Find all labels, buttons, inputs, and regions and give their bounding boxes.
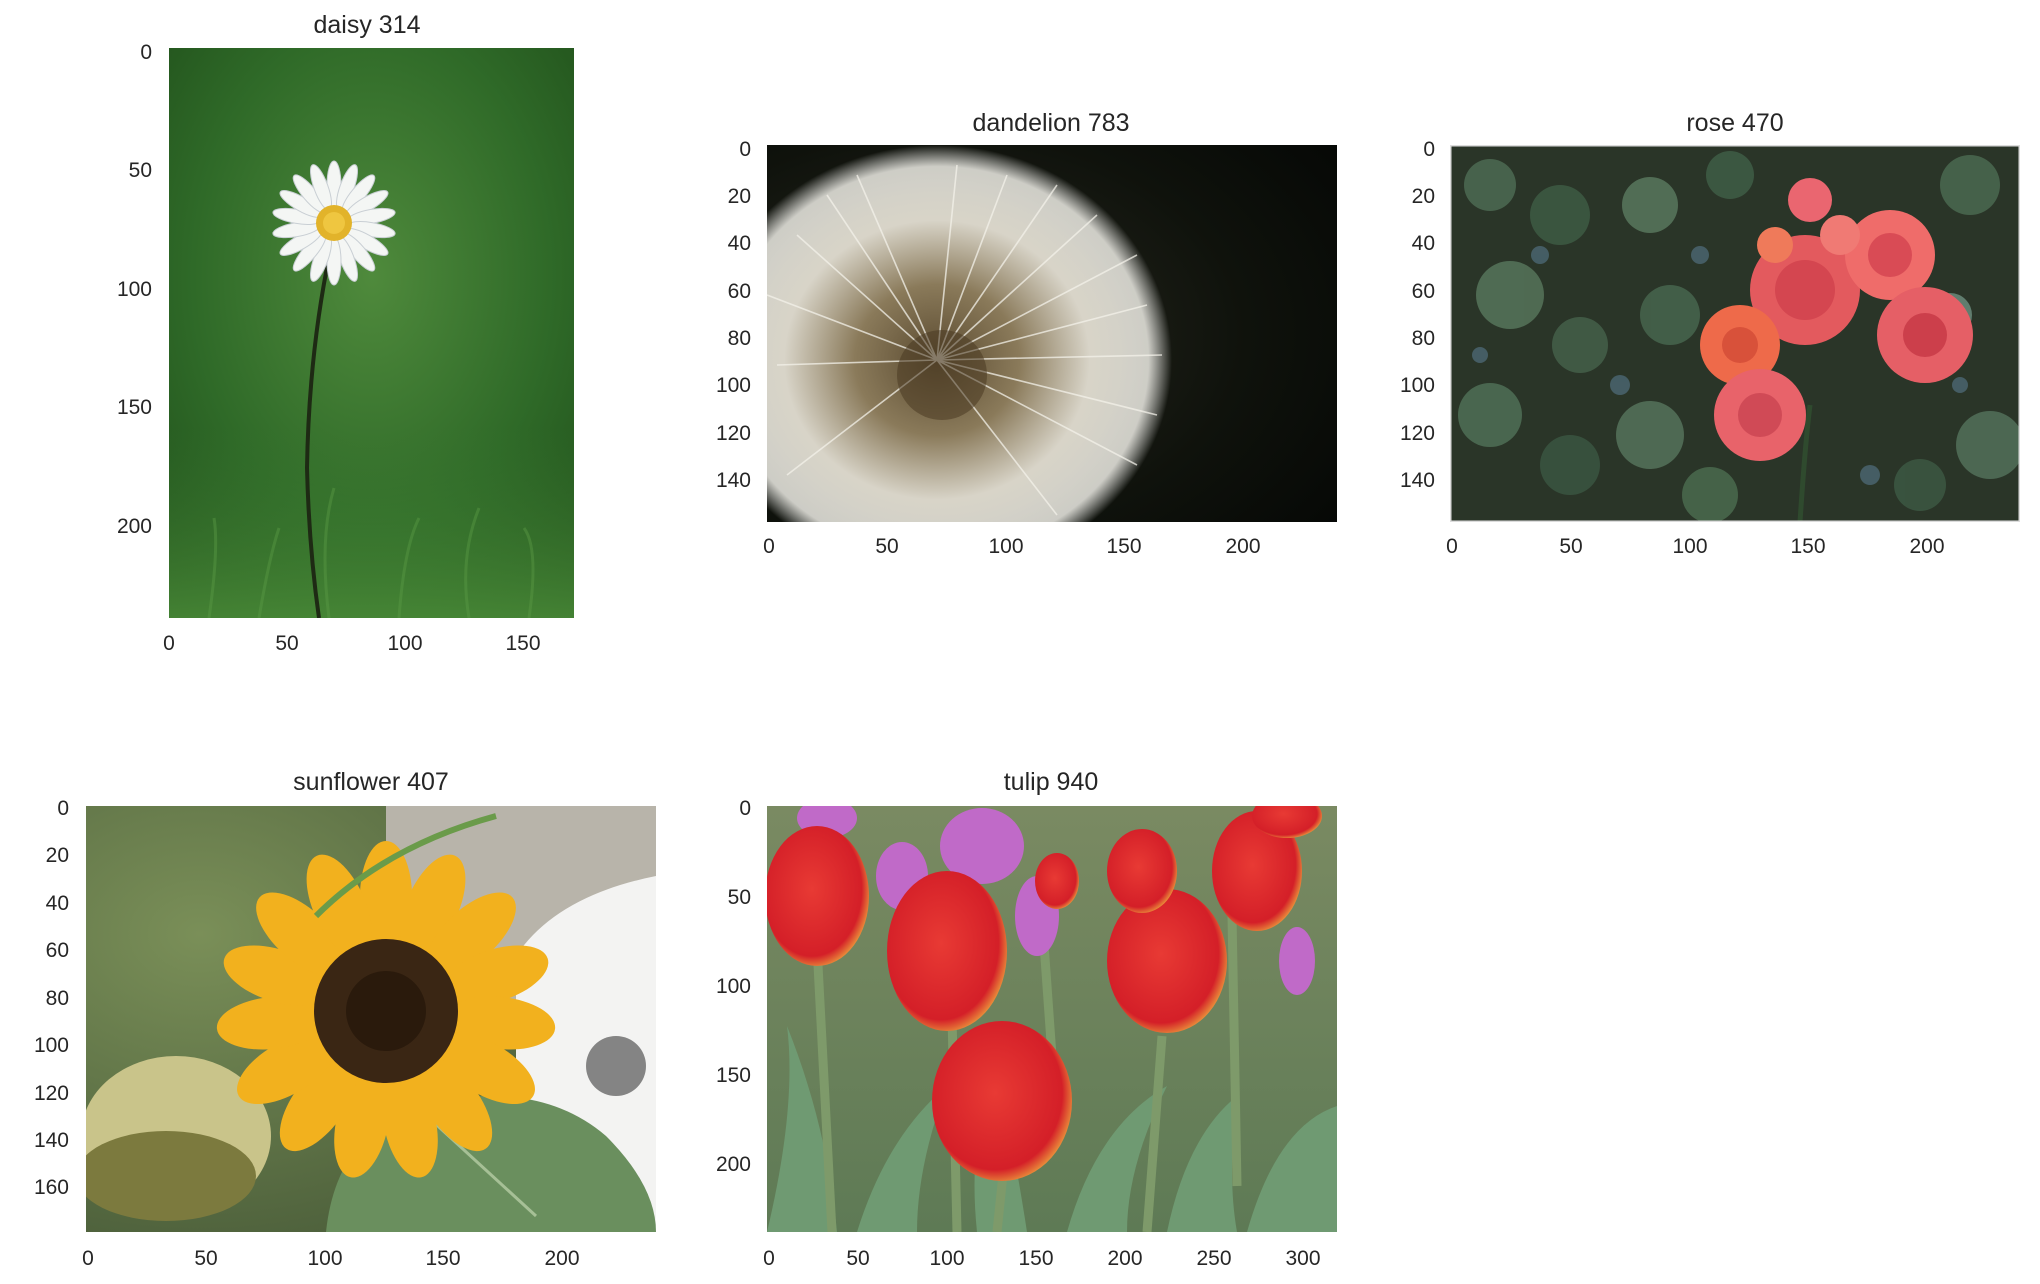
y-tick-label: 0 xyxy=(1423,138,1435,161)
x-tick-label: 150 xyxy=(505,632,541,655)
y-tick-label: 20 xyxy=(1411,185,1435,208)
sunflower-image xyxy=(86,806,656,1232)
x-tick-label: 200 xyxy=(1107,1247,1143,1270)
y-tick-label: 100 xyxy=(116,278,152,301)
y-tick-label: 100 xyxy=(1399,374,1435,397)
y-tick-label: 80 xyxy=(727,327,751,350)
y-tick-label: 100 xyxy=(33,1034,69,1057)
y-tick-label: 60 xyxy=(1411,280,1435,303)
rose-image xyxy=(1450,145,2020,522)
y-tick-label: 40 xyxy=(45,892,69,915)
x-tick-label: 150 xyxy=(1018,1247,1054,1270)
x-tick-label: 50 xyxy=(275,632,299,655)
subplot-title: tulip 940 xyxy=(1003,768,1099,796)
y-tick-label: 120 xyxy=(1399,422,1435,445)
y-tick-label: 120 xyxy=(33,1082,69,1105)
y-tick-label: 0 xyxy=(57,797,69,820)
x-tick-label: 100 xyxy=(1672,535,1708,558)
subplot-title: daisy 314 xyxy=(313,11,421,39)
x-tick-label: 0 xyxy=(1446,535,1458,558)
x-tick-label: 0 xyxy=(763,535,775,558)
y-tick-label: 50 xyxy=(128,159,152,182)
y-tick-label: 50 xyxy=(727,886,751,909)
x-tick-label: 50 xyxy=(1559,535,1583,558)
x-tick-label: 250 xyxy=(1196,1247,1232,1270)
y-tick-label: 160 xyxy=(33,1176,69,1199)
subplot-title: rose 470 xyxy=(1686,109,1784,137)
x-tick-label: 150 xyxy=(425,1247,461,1270)
x-tick-label: 50 xyxy=(194,1247,218,1270)
y-tick-label: 200 xyxy=(715,1153,751,1176)
y-tick-label: 40 xyxy=(1411,232,1435,255)
y-tick-label: 140 xyxy=(715,469,751,492)
x-tick-label: 50 xyxy=(846,1247,870,1270)
daisy-image xyxy=(169,48,574,618)
y-tick-label: 140 xyxy=(33,1129,69,1152)
y-tick-label: 60 xyxy=(727,280,751,303)
y-tick-label: 20 xyxy=(727,185,751,208)
y-tick-label: 60 xyxy=(45,939,69,962)
x-tick-label: 300 xyxy=(1285,1247,1321,1270)
x-tick-label: 150 xyxy=(1790,535,1826,558)
y-tick-label: 150 xyxy=(715,1064,751,1087)
y-tick-label: 0 xyxy=(739,138,751,161)
y-tick-label: 200 xyxy=(116,515,152,538)
y-tick-label: 150 xyxy=(116,396,152,419)
tulip-image xyxy=(767,806,1337,1232)
x-tick-label: 0 xyxy=(763,1247,775,1270)
y-tick-label: 80 xyxy=(1411,327,1435,350)
subplot-title: dandelion 783 xyxy=(972,109,1130,137)
y-tick-label: 0 xyxy=(739,797,751,820)
x-tick-label: 0 xyxy=(82,1247,94,1270)
y-tick-label: 20 xyxy=(45,844,69,867)
x-tick-label: 100 xyxy=(387,632,423,655)
x-tick-label: 200 xyxy=(544,1247,580,1270)
x-tick-label: 200 xyxy=(1225,535,1261,558)
y-tick-label: 140 xyxy=(1399,469,1435,492)
dandelion-image xyxy=(767,145,1337,522)
y-tick-label: 100 xyxy=(715,975,751,998)
x-tick-label: 0 xyxy=(163,632,175,655)
y-tick-label: 0 xyxy=(140,41,152,64)
x-tick-label: 200 xyxy=(1909,535,1945,558)
y-tick-label: 120 xyxy=(715,422,751,445)
y-tick-label: 40 xyxy=(727,232,751,255)
y-tick-label: 100 xyxy=(715,374,751,397)
x-tick-label: 50 xyxy=(875,535,899,558)
x-tick-label: 100 xyxy=(307,1247,343,1270)
x-tick-label: 100 xyxy=(929,1247,965,1270)
subplot-title: sunflower 407 xyxy=(293,768,449,796)
x-tick-label: 100 xyxy=(988,535,1024,558)
x-tick-label: 150 xyxy=(1106,535,1142,558)
y-tick-label: 80 xyxy=(45,987,69,1010)
